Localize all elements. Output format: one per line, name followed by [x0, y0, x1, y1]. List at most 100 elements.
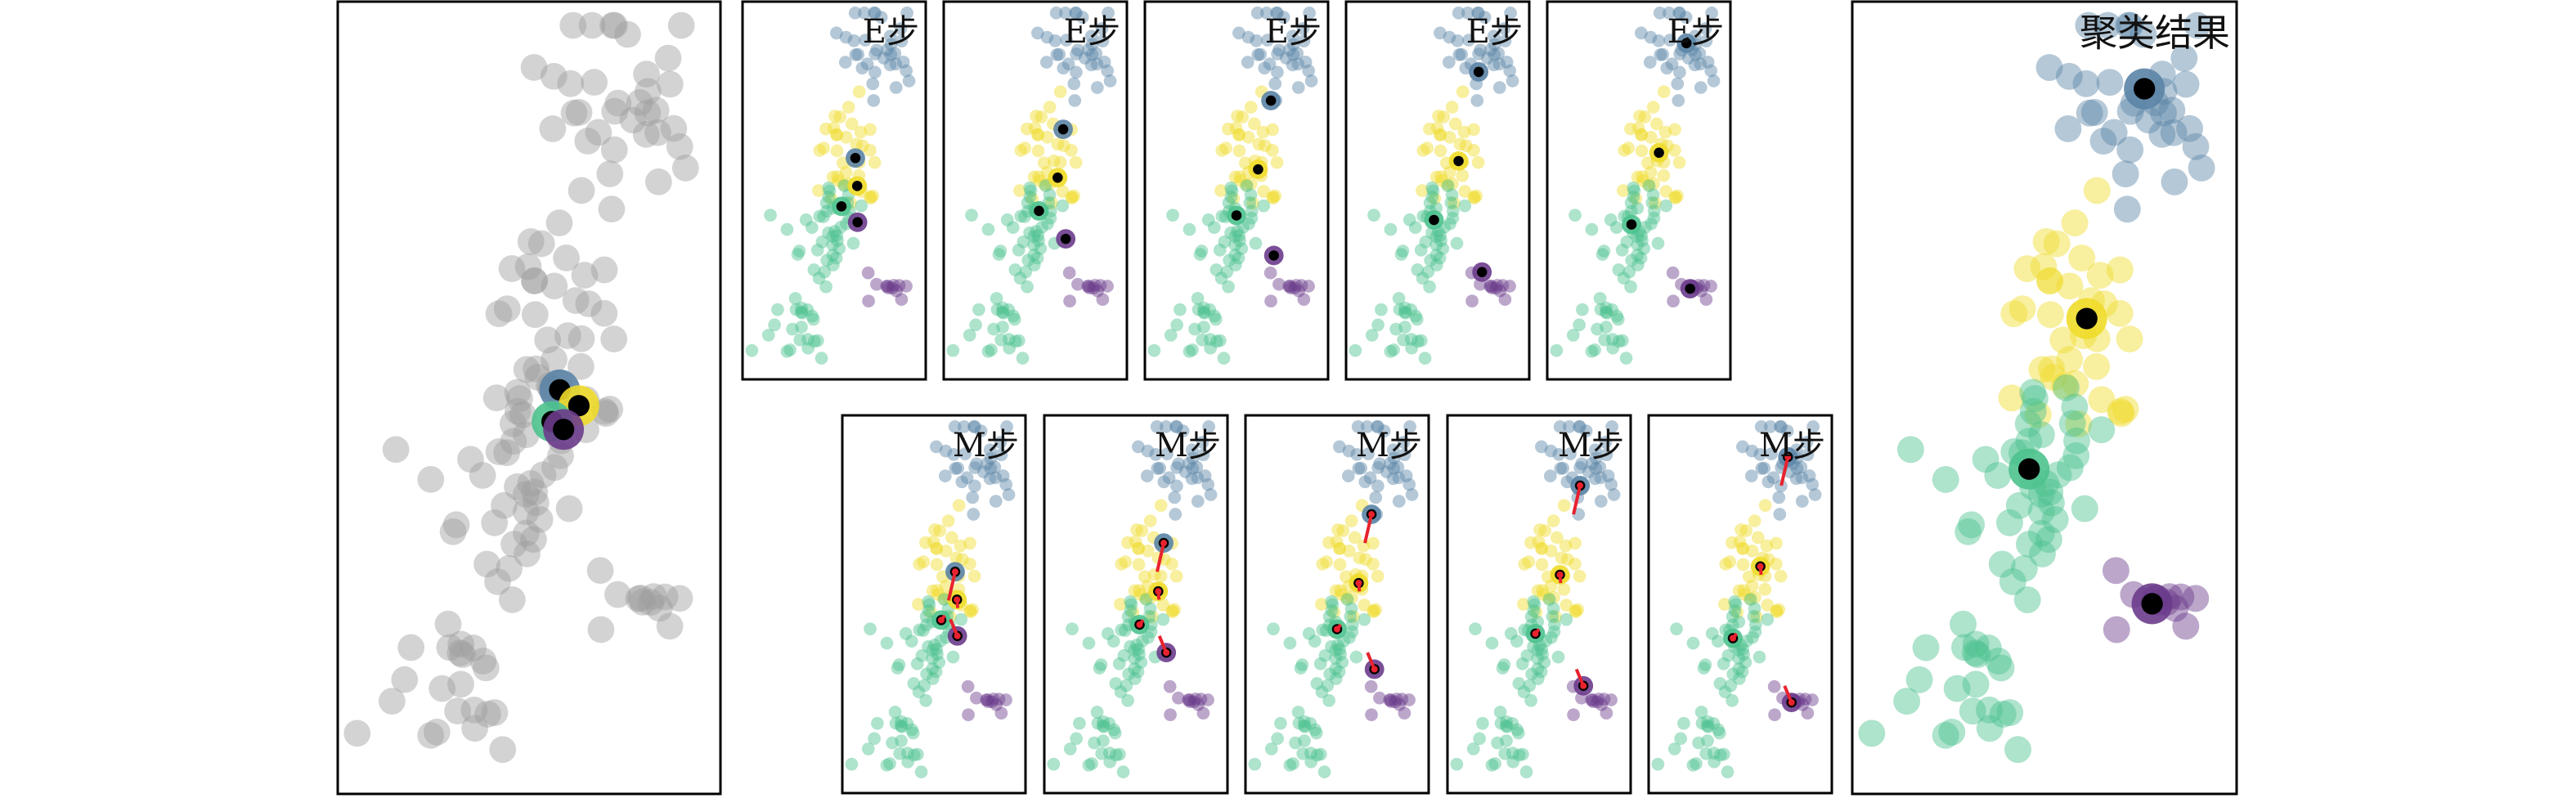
data-point: [1686, 759, 1700, 772]
data-point: [485, 300, 513, 328]
data-point: [2021, 385, 2049, 412]
data-point: [1186, 343, 1199, 356]
data-point: [1547, 618, 1561, 631]
data-point: [1233, 234, 1246, 248]
data-point: [2094, 11, 2121, 39]
data-point: [1317, 765, 1331, 778]
data-point: [966, 491, 980, 504]
data-point: [1470, 94, 1484, 107]
data-point: [1529, 606, 1543, 619]
data-point: [822, 191, 836, 204]
data-point: [2113, 195, 2141, 223]
data-point: [1735, 665, 1749, 679]
data-point: [1066, 191, 1079, 205]
data-point: [1197, 321, 1210, 334]
data-point: [1672, 7, 1685, 20]
data-point: [1476, 716, 1489, 730]
data-point: [1446, 177, 1459, 191]
data-point: [575, 290, 603, 317]
data-point: [1959, 697, 1986, 725]
data-point: [1003, 341, 1016, 355]
data-point: [1166, 605, 1179, 619]
data-point: [1531, 643, 1545, 657]
data-point: [2182, 585, 2210, 612]
data-point: [574, 128, 602, 155]
data-point: [1537, 588, 1550, 601]
data-point: [1651, 757, 1665, 771]
centroid-marker: [1680, 279, 1700, 299]
data-point: [892, 279, 906, 292]
data-point: [1631, 201, 1645, 215]
data-point: [1232, 128, 1246, 141]
data-point: [1239, 156, 1252, 170]
data-point: [2068, 244, 2096, 271]
centroid-update-arrow: [1156, 542, 1165, 572]
data-point: [1672, 155, 1686, 169]
data-point: [1434, 26, 1447, 40]
data-point: [666, 132, 693, 160]
data-point: [1544, 444, 1558, 458]
data-point: [1645, 217, 1658, 231]
data-point: [644, 168, 672, 195]
data-point: [1198, 469, 1212, 482]
data-point: [1758, 499, 1772, 513]
data-point: [981, 693, 994, 706]
data-point: [632, 120, 660, 148]
data-point: [1699, 746, 1713, 760]
data-point: [889, 716, 903, 730]
m-step-label-1: M步: [953, 427, 1019, 464]
data-point: [888, 47, 902, 61]
data-point: [1195, 244, 1209, 258]
data-point: [1989, 700, 2017, 728]
data-point: [1384, 693, 1398, 706]
data-point: [1172, 691, 1185, 705]
data-point: [429, 675, 456, 702]
data-point: [1383, 693, 1396, 707]
data-point: [2053, 374, 2080, 401]
data-point: [1315, 598, 1328, 611]
data-point: [1389, 695, 1402, 709]
data-point: [1421, 265, 1435, 279]
data-point: [1331, 639, 1344, 652]
data-point: [1071, 43, 1084, 57]
data-point: [1343, 630, 1356, 644]
data-point: [1535, 558, 1549, 572]
data-point: [837, 179, 851, 193]
data-point: [1491, 279, 1504, 292]
centroid-marker: [1649, 142, 1669, 163]
centroid-update-arrow-head: [1371, 666, 1378, 673]
data-point: [1974, 634, 2002, 661]
data-point: [2170, 44, 2198, 72]
data-point: [1518, 558, 1532, 571]
data-point: [1215, 209, 1229, 223]
data-point: [955, 475, 969, 489]
data-point: [1164, 708, 1177, 722]
data-point: [634, 99, 662, 127]
data-point: [1240, 179, 1254, 193]
data-point: [1335, 656, 1349, 669]
data-point: [1241, 56, 1254, 69]
data-point: [1057, 139, 1070, 153]
data-point: [1000, 420, 1013, 433]
data-point: [920, 667, 934, 681]
data-point: [1331, 523, 1344, 536]
data-point: [895, 34, 909, 48]
data-point: [2016, 531, 2043, 558]
data-point: [1500, 734, 1513, 747]
data-point: [645, 594, 673, 622]
data-point: [1549, 610, 1562, 624]
data-point: [830, 144, 844, 158]
data-point: [1264, 294, 1277, 308]
data-point: [1425, 191, 1439, 204]
centroid-update-arrow-head: [1556, 571, 1564, 578]
data-point: [1547, 625, 1561, 639]
data-point: [1207, 221, 1221, 235]
data-point: [1755, 462, 1769, 475]
data-point: [482, 384, 510, 412]
data-point: [1625, 253, 1639, 267]
data-point: [1492, 47, 1506, 61]
data-point: [1403, 420, 1416, 433]
data-point: [1600, 706, 1613, 720]
data-point: [1364, 679, 1378, 693]
data-point: [1610, 309, 1623, 323]
